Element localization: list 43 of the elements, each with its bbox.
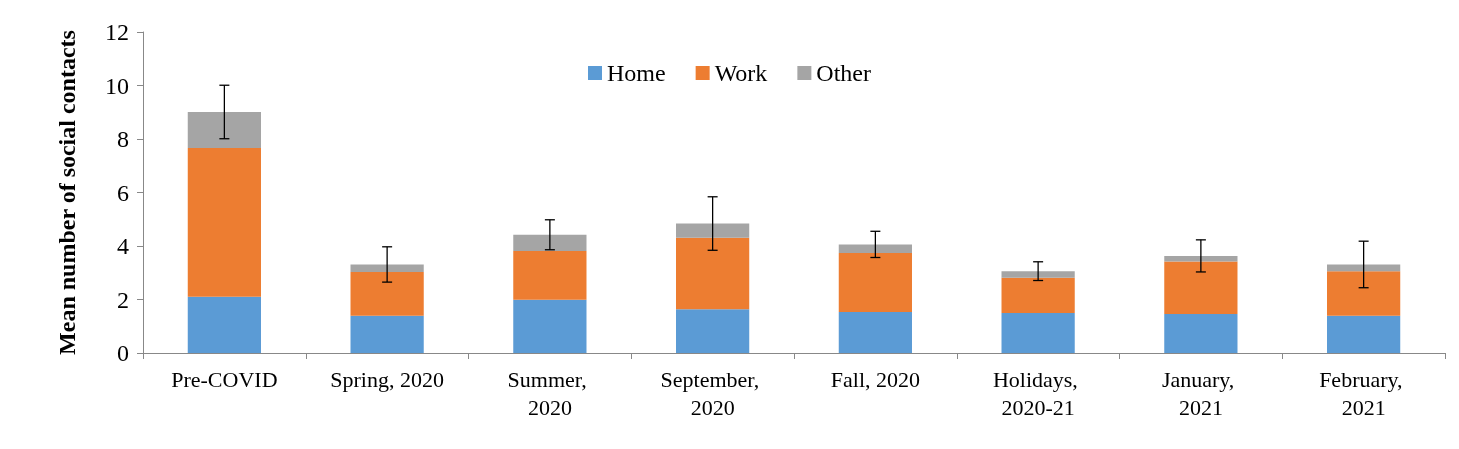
bar [187, 111, 261, 149]
bar [1164, 261, 1238, 314]
legend-label: Home [606, 60, 666, 86]
bar [1001, 277, 1075, 313]
bar [676, 237, 750, 310]
bar [1164, 255, 1238, 262]
bar [1327, 264, 1401, 272]
y-tick-label: 12 [105, 19, 129, 45]
x-tick-label: September, 2020 [660, 366, 765, 420]
bar [1327, 271, 1401, 316]
y-axis-title: Mean number of social contacts [54, 30, 80, 355]
bar [187, 148, 261, 297]
bar [1164, 313, 1238, 353]
bar [1001, 271, 1075, 278]
y-tick-label: 6 [117, 179, 129, 206]
y-tick-label: 4 [117, 233, 129, 259]
x-tick-label: Pre-COVID [171, 366, 278, 392]
y-tick-label: 0 [117, 340, 129, 366]
bar [350, 264, 424, 272]
bar [838, 252, 912, 313]
bar [676, 223, 750, 238]
bar [838, 312, 912, 353]
bar [513, 234, 587, 252]
bar [350, 271, 424, 316]
bar [1001, 312, 1075, 353]
bar [350, 315, 424, 353]
x-tick-label: Summer, 2020 [507, 366, 593, 420]
legend-label: Other [816, 60, 872, 86]
bar [676, 309, 750, 353]
legend-label: Work [714, 60, 768, 86]
y-tick-label: 10 [105, 72, 129, 99]
y-tick-label: 8 [117, 126, 129, 152]
bar [1327, 315, 1401, 353]
x-tick-label: Holidays, 2020-21 [992, 366, 1084, 420]
bar [187, 296, 261, 353]
bar [513, 299, 587, 353]
x-tick-label: February, 2021 [1319, 366, 1409, 420]
x-tick-label: Spring, 2020 [330, 366, 444, 392]
bar [513, 251, 587, 300]
x-tick-label: January, 2021 [1161, 366, 1240, 420]
bar [838, 244, 912, 253]
x-tick-label: Fall, 2020 [830, 366, 920, 392]
y-tick-label: 2 [117, 286, 129, 313]
